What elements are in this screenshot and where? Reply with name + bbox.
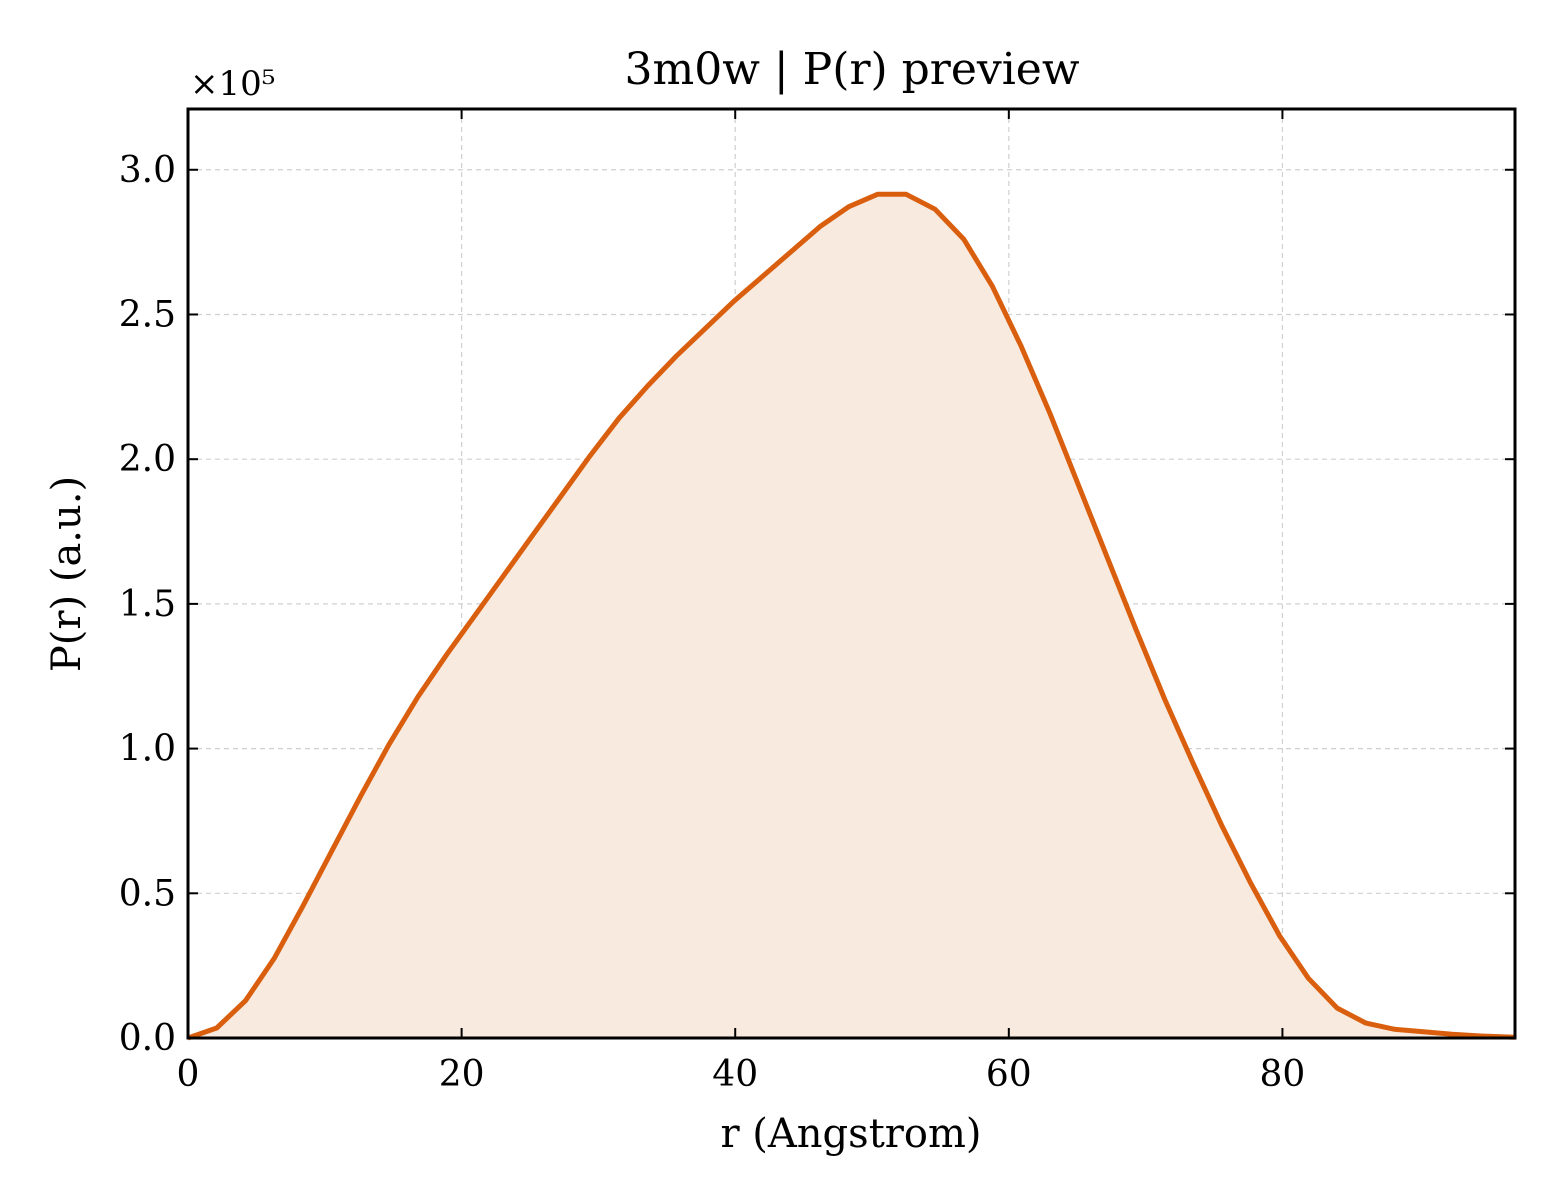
x-tick-label: 0 (177, 1054, 200, 1095)
chart-title: 3m0w | P(r) preview (625, 44, 1080, 95)
y-tick-label: 2.5 (119, 294, 176, 335)
series-area-fill (188, 194, 1515, 1039)
x-axis-label: r (Angstrom) (720, 1111, 981, 1157)
y-tick-label: 3.0 (119, 150, 176, 191)
y-axis-label: P(r) (a.u.) (44, 476, 90, 672)
x-tick-label: 40 (712, 1054, 758, 1095)
y-tick-label: 1.0 (119, 729, 176, 770)
y-tick-label: 0.5 (119, 873, 176, 914)
y-tick-label: 0.0 (119, 1018, 176, 1059)
x-tick-label: 20 (439, 1054, 485, 1095)
plot-area (187, 191, 1516, 1041)
x-tick-label: 60 (986, 1054, 1032, 1095)
y-offset-label: ×10⁵ (190, 64, 275, 104)
plot-frame (186, 107, 1517, 1040)
y-tick-label: 2.0 (119, 439, 176, 480)
x-tick-label: 80 (1260, 1054, 1306, 1095)
axis-ticks: 0 20 40 60 80 0.0 0.5 1.0 1.5 2.0 2.5 3.0 (119, 109, 1515, 1095)
y-tick-label: 1.5 (119, 584, 176, 625)
series-line (187, 191, 1516, 1041)
